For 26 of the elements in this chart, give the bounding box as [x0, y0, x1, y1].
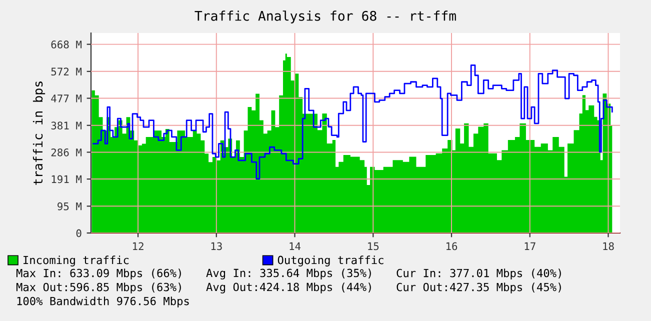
legend-label: Incoming traffic — [24, 256, 129, 266]
x-tick-label: 16 — [446, 242, 458, 250]
y-tick-label: 668 M — [51, 40, 82, 48]
legend-label: Outgoing traffic — [278, 256, 384, 266]
y-tick-label: 381 M — [51, 122, 82, 130]
x-tick-label: 15 — [368, 242, 379, 250]
text: Max Out:596.85 Mbps (63%) — [16, 282, 181, 294]
text: Avg Out:424.18 Mbps (44%) — [206, 282, 371, 294]
y-tick-label: 0 — [76, 229, 82, 238]
x-tick-label: 18 — [603, 242, 614, 250]
y-tick-label: 572 M — [51, 68, 82, 76]
x-tick-label: 17 — [524, 242, 536, 250]
text: 100% Bandwidth 976.56 Mbps — [17, 296, 189, 308]
y-tick-label: 286 M — [51, 148, 82, 156]
text: Cur In: 377.01 Mbps (40%) — [396, 268, 561, 280]
text: Cur Out:427.35 Mbps (45%) — [396, 282, 561, 294]
x-tick-label: 13 — [211, 242, 222, 250]
chart-title: Traffic Analysis for 68 -- rt-ffm — [194, 10, 456, 24]
text: Max In: 633.09 Mbps (66%) — [16, 268, 181, 280]
x-tick-label: 14 — [290, 242, 301, 250]
text: Avg In: 335.64 Mbps (35%) — [206, 268, 371, 280]
y-tick-label: 191 M — [52, 175, 82, 184]
x-tick-label: 12 — [133, 242, 144, 250]
y-tick-label: 477 M — [51, 94, 82, 102]
y-axis-title: traffic in bps — [32, 82, 46, 185]
y-tick-label: 95 M — [58, 202, 82, 210]
